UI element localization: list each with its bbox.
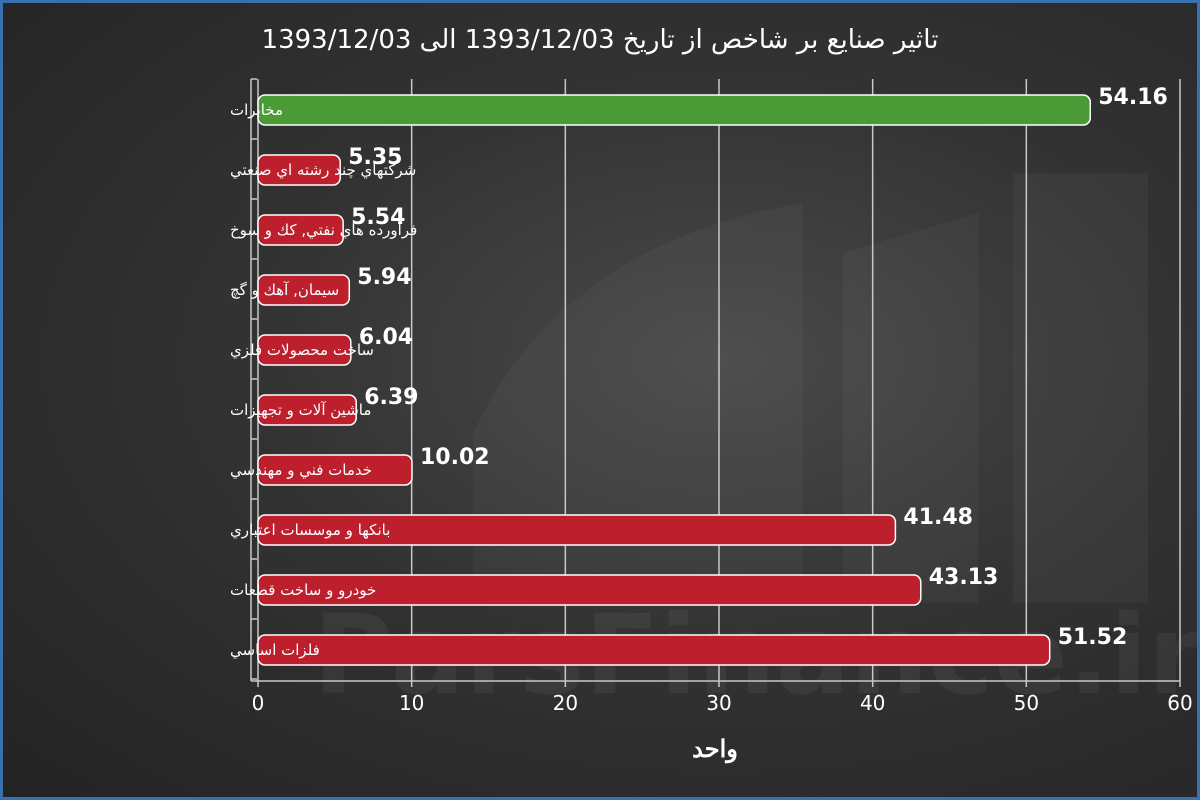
category-label: ماشين آلات و تجهيزات <box>230 401 371 419</box>
x-tick-label: 30 <box>706 691 731 715</box>
bar <box>257 94 1092 126</box>
bar-chart: ParsFinance.ir0102030405060مخابرات54.16ش… <box>230 78 1197 764</box>
x-tick-label: 0 <box>252 691 265 715</box>
category-label: خدمات فني و مهندسي <box>230 461 372 480</box>
category-label: سيمان, آهك و گچ <box>230 281 339 299</box>
bar <box>257 334 352 366</box>
bar <box>257 274 351 306</box>
value-label: 54.16 <box>1098 85 1168 110</box>
brand-logo: واحد <box>692 734 738 764</box>
value-label: 6.39 <box>364 385 418 410</box>
bar <box>257 214 344 246</box>
bar <box>257 514 897 546</box>
category-label: شركتهاي چند رشته اي صنعتي <box>230 161 416 180</box>
chart-title: تاثیر صنایع بر شاخص از تاریخ 1393/12/03 … <box>261 25 939 55</box>
category-label: بانكها و موسسات اعتباري <box>230 521 390 540</box>
category-label: فلزات اساسي <box>230 641 320 660</box>
value-label: 51.52 <box>1058 625 1128 650</box>
category-label: خودرو و ساخت قطعات <box>230 581 376 599</box>
value-label: 43.13 <box>929 565 999 590</box>
value-label: 41.48 <box>903 505 973 530</box>
value-label: 5.54 <box>351 205 405 230</box>
bar <box>257 154 341 186</box>
x-tick-label: 20 <box>553 691 578 715</box>
value-label: 5.35 <box>348 145 402 170</box>
category-label: فراورده هاي نفتي, كك و سوخ <box>230 221 417 240</box>
category-label: ساخت محصولات فلزي <box>230 341 374 360</box>
bar <box>257 454 413 486</box>
bar <box>257 634 1051 666</box>
x-tick-label: 50 <box>1014 691 1039 715</box>
watermark-bar-icon <box>1013 173 1148 603</box>
x-tick-label: 60 <box>1167 691 1192 715</box>
x-tick-label: 40 <box>860 691 885 715</box>
value-label: 10.02 <box>420 445 490 470</box>
value-label: 6.04 <box>359 325 413 350</box>
x-tick-label: 10 <box>399 691 424 715</box>
category-label: مخابرات <box>230 101 283 119</box>
value-label: 5.94 <box>357 265 411 290</box>
bar <box>257 394 357 426</box>
bar <box>257 574 922 606</box>
